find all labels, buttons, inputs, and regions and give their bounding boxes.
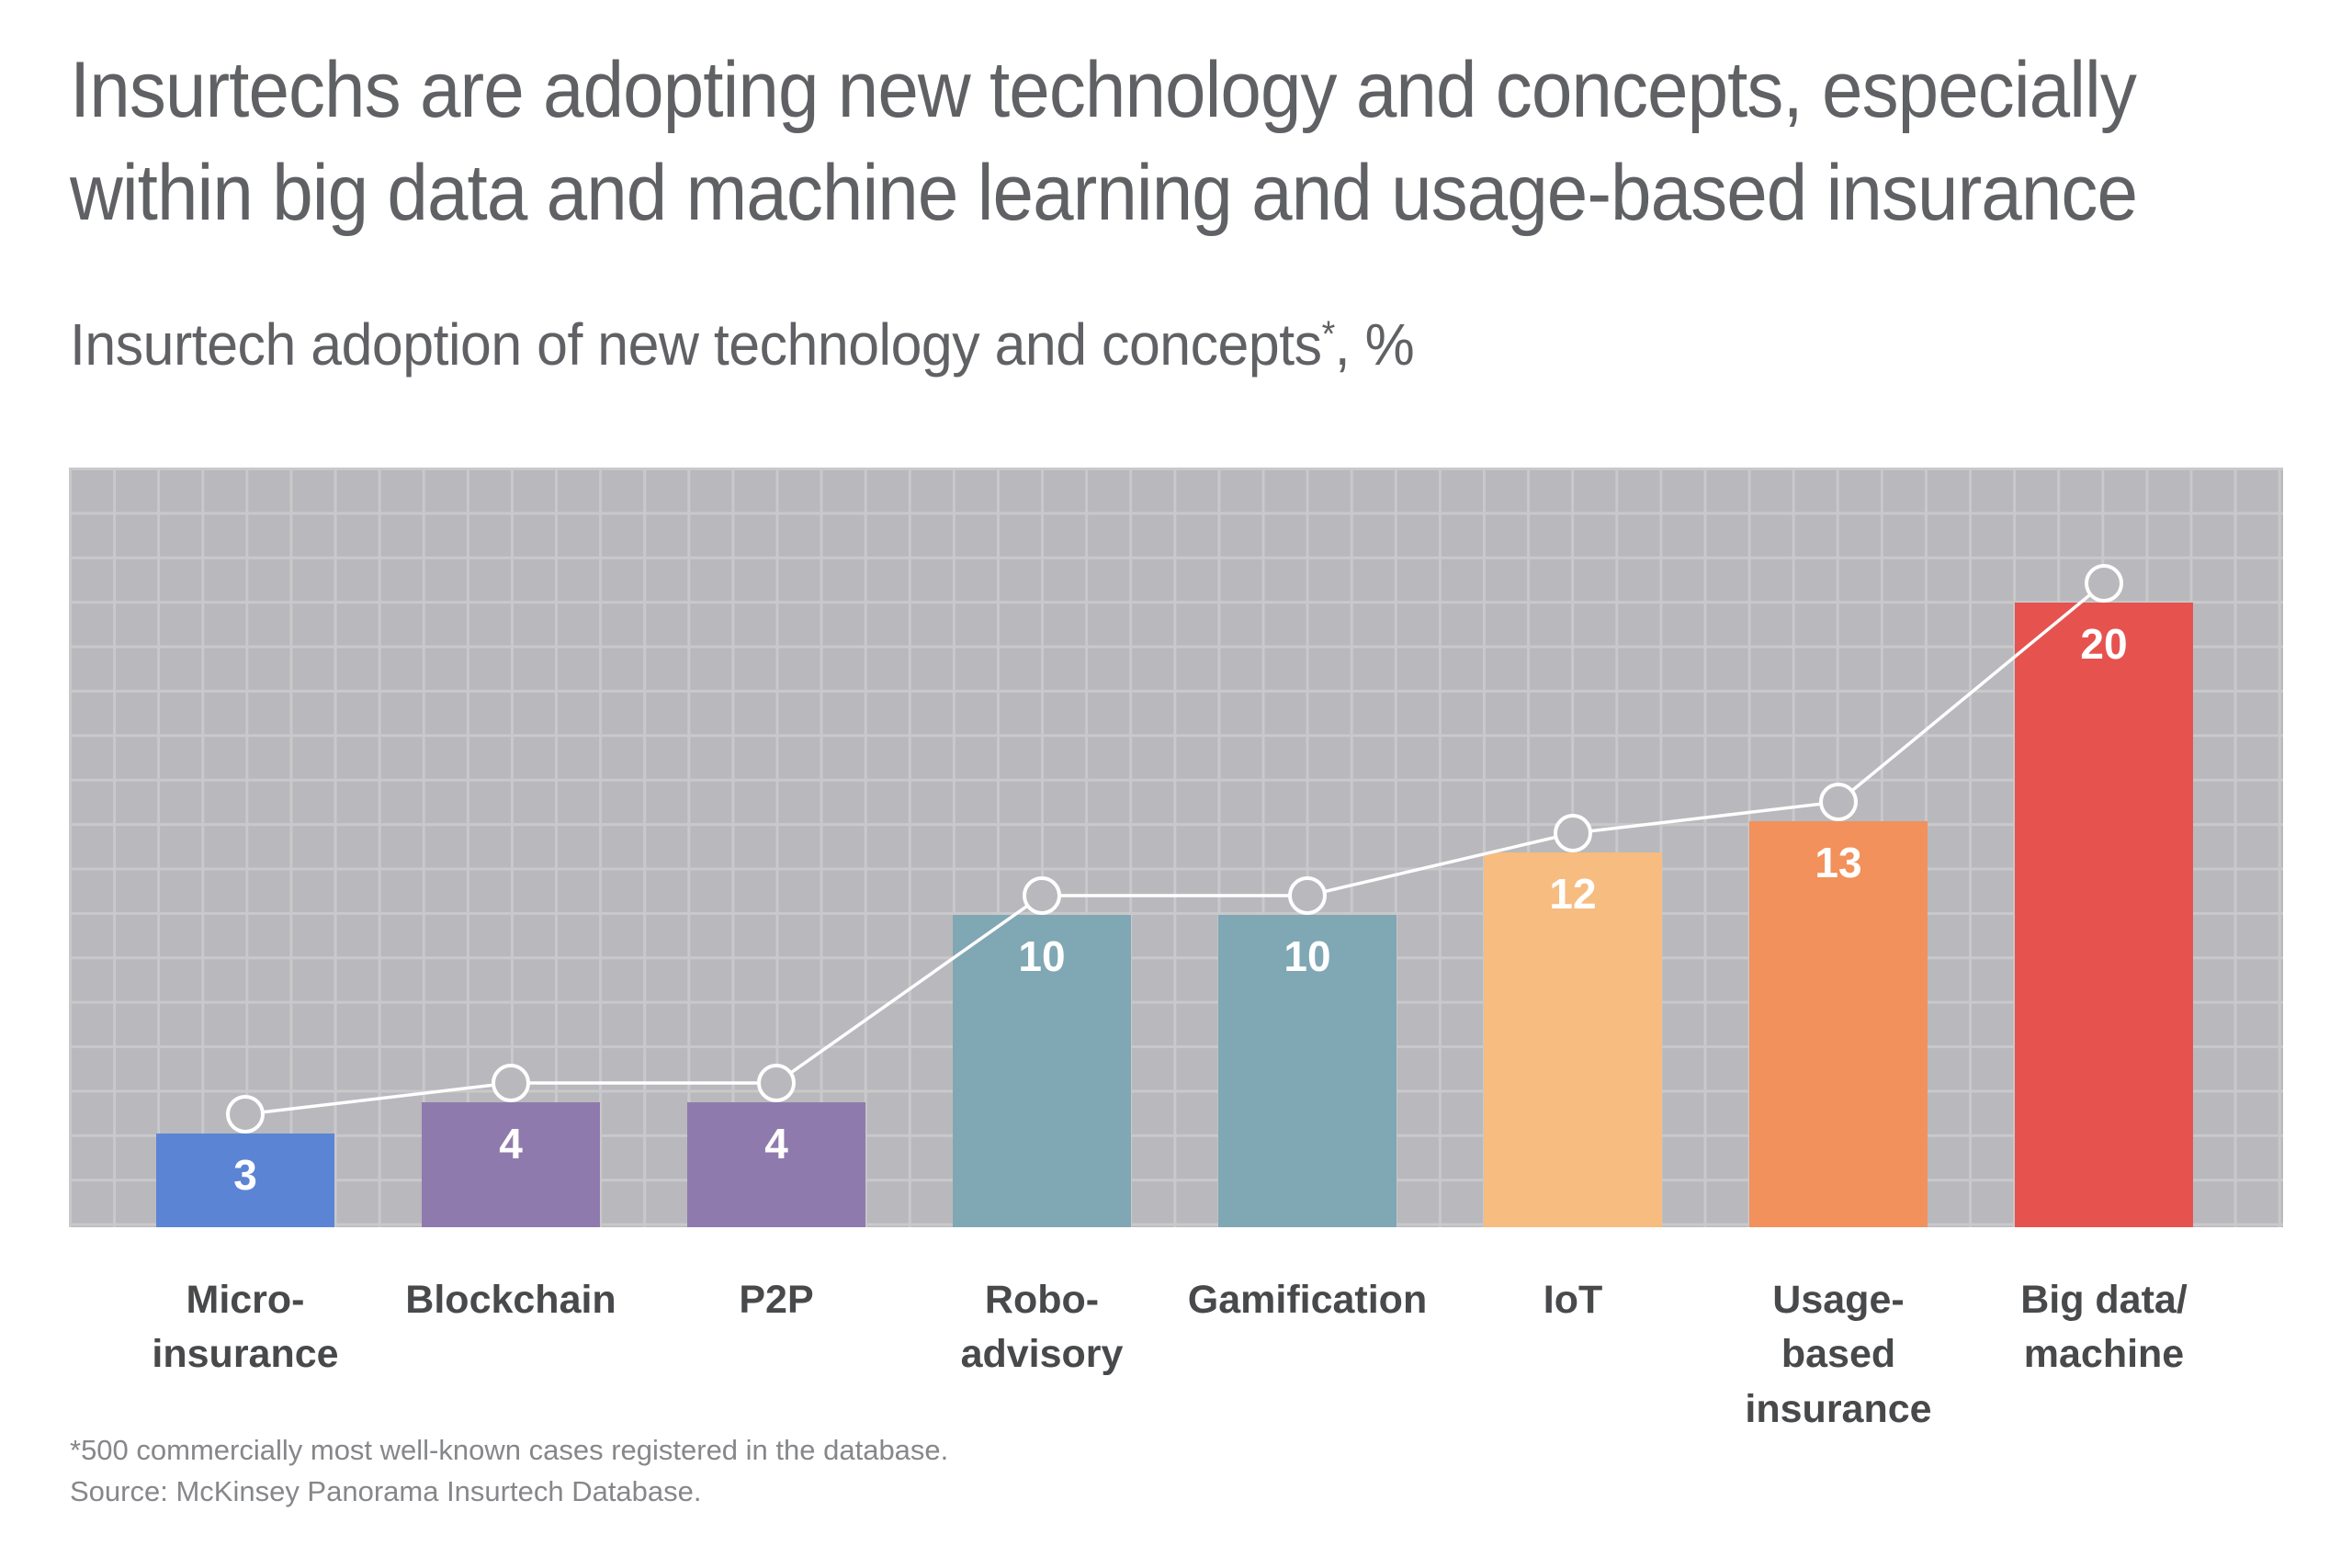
bar-value-label: 4 <box>764 1120 788 1168</box>
bar-big-data-machine: 20 <box>2015 603 2193 1227</box>
bar-value-label: 10 <box>1018 932 1066 980</box>
trend-marker <box>757 1064 796 1102</box>
bar-value-label: 4 <box>499 1120 523 1168</box>
subtitle-asterisk: * <box>1321 314 1336 355</box>
bar-value-label: 12 <box>1549 870 1597 918</box>
chart-subtitle: Insurtech adoption of new technology and… <box>70 310 1415 378</box>
footnote-text: *500 commercially most well-known cases … <box>70 1434 949 1466</box>
trend-overlay <box>226 564 2123 1134</box>
trend-marker <box>492 1064 530 1102</box>
trend-marker <box>1288 876 1327 915</box>
category-label-robo-advisory: Robo- advisory <box>960 1278 1124 1377</box>
bar-usage-based-insurance: 13 <box>1749 821 1928 1227</box>
trend-marker <box>1023 876 1061 915</box>
trend-marker <box>1819 783 1858 821</box>
category-label-usage-based-insurance: Usage- based insurance <box>1745 1278 1932 1431</box>
bar-iot: 12 <box>1484 852 1662 1227</box>
bar-micro-insurance: 3 <box>156 1134 334 1227</box>
bar-value-label: 20 <box>2080 620 2128 668</box>
bar-gamification: 10 <box>1218 915 1396 1227</box>
category-label-iot: IoT <box>1543 1278 1603 1322</box>
page-title: Insurtechs are adopting new technology a… <box>70 39 2138 244</box>
bar-value-label: 10 <box>1283 932 1331 980</box>
subtitle-text: Insurtech adoption of new technology and… <box>70 311 1322 378</box>
source-text: Source: McKinsey Panorama Insurtech Data… <box>70 1475 702 1507</box>
footnotes: *500 commercially most well-known cases … <box>70 1429 948 1512</box>
bar-blockchain: 4 <box>422 1102 600 1227</box>
trend-marker <box>226 1095 265 1134</box>
category-label-micro-insurance: Micro- insurance <box>152 1278 339 1377</box>
title-line-2: within big data and machine learning and… <box>70 149 2138 237</box>
bar-robo-advisory: 10 <box>953 915 1131 1227</box>
trend-marker <box>1554 814 1592 852</box>
bar-value-label: 13 <box>1815 839 1862 886</box>
trend-marker <box>2085 564 2123 603</box>
category-label-gamification: Gamification <box>1187 1278 1428 1322</box>
bar-p2p: 4 <box>687 1102 865 1227</box>
subtitle-unit: , % <box>1334 311 1415 378</box>
chart-plot-area: 3 4 4 10 10 12 13 20 <box>69 468 2283 1227</box>
bar-value-label: 3 <box>233 1151 257 1199</box>
title-line-1: Insurtechs are adopting new technology a… <box>70 46 2137 134</box>
category-label-blockchain: Blockchain <box>405 1278 616 1322</box>
category-label-big-data-machine: Big data/ machine <box>2020 1278 2188 1377</box>
category-label-p2p: P2P <box>739 1278 814 1322</box>
